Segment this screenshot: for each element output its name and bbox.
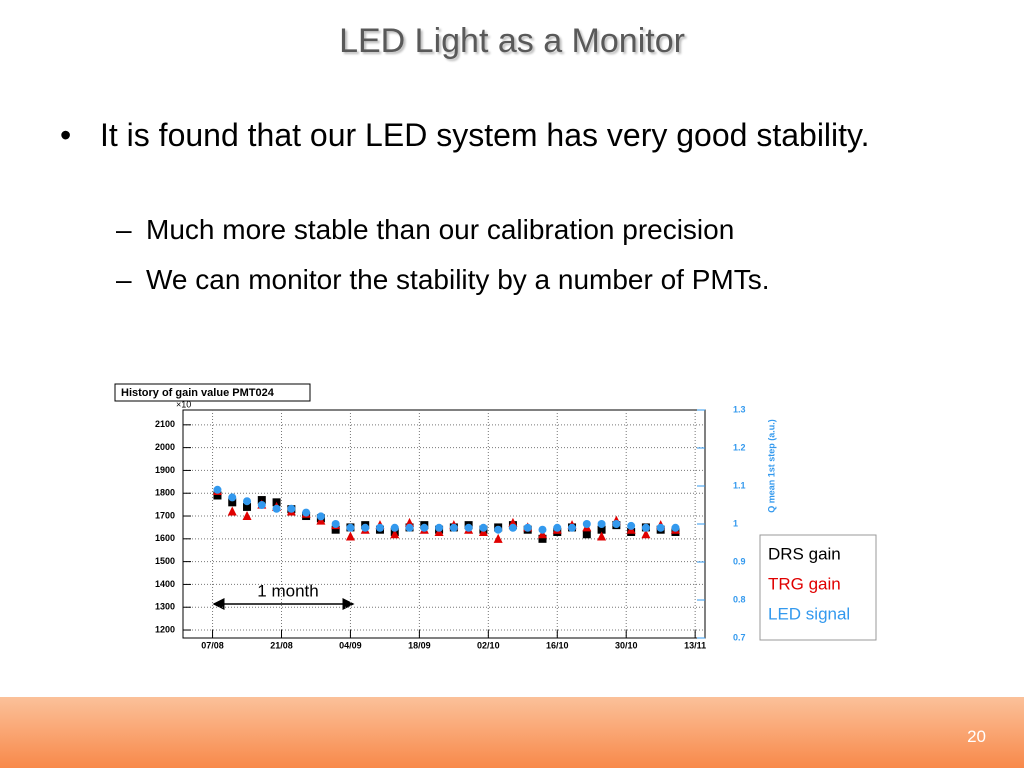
- sub-bullet-text: We can monitor the stability by a number…: [146, 264, 770, 295]
- x-tick-label: 16/10: [546, 640, 569, 650]
- data-point: [641, 523, 650, 532]
- y-tick-label: 1500: [155, 556, 175, 566]
- chart-title-box: [114, 383, 311, 402]
- data-point: [390, 529, 400, 539]
- data-point: [331, 520, 340, 528]
- data-point: [479, 523, 488, 532]
- sub-bullet-text: Much more stable than our calibration pr…: [146, 214, 735, 245]
- y-tick-label: 2100: [155, 419, 175, 429]
- data-point: [346, 523, 355, 532]
- data-point: [287, 504, 296, 513]
- data-point: [361, 523, 370, 532]
- y2-tick-label: 1.3: [733, 404, 746, 414]
- y-tick-label: 1300: [155, 602, 175, 612]
- x-tick-label: 02/10: [477, 640, 500, 650]
- y-tick-label: 1700: [155, 510, 175, 520]
- data-point: [345, 531, 355, 541]
- x-tick-label: 07/08: [201, 640, 224, 650]
- y-tick-label: 1800: [155, 488, 175, 498]
- data-point: [508, 523, 517, 532]
- x-tick-label: 13/11: [684, 640, 706, 650]
- legend-label: TRG gain: [768, 574, 841, 593]
- chart-title: History of gain value PMT024: [121, 387, 275, 399]
- y2-tick-label: 0.9: [733, 556, 746, 566]
- data-point: [641, 529, 651, 539]
- data-point: [375, 523, 384, 532]
- y-multiplier: ×10: [176, 399, 191, 409]
- sub-bullet-marker: –: [116, 264, 132, 295]
- y-tick-label: 2000: [155, 442, 175, 452]
- data-point: [627, 521, 636, 530]
- data-point: [228, 493, 237, 502]
- data-point: [257, 501, 266, 509]
- data-point: [553, 523, 562, 532]
- data-point: [435, 523, 444, 532]
- data-point: [494, 525, 503, 534]
- data-point: [228, 498, 237, 507]
- data-point: [537, 529, 547, 539]
- x-tick-label: 04/09: [339, 640, 362, 650]
- page-number: 20: [967, 727, 986, 746]
- footer-band: 20: [0, 697, 1024, 768]
- data-point: [227, 506, 237, 516]
- legend-box: [759, 534, 877, 641]
- x-tick-label: 21/08: [270, 640, 293, 650]
- bullet-text: It is found that our LED system has very…: [100, 117, 870, 153]
- y-tick-label: 1200: [155, 624, 175, 634]
- y2-tick-label: 0.8: [733, 594, 746, 604]
- sub-bullet: – We can monitor the stability by a numb…: [116, 264, 770, 296]
- data-point: [523, 523, 532, 532]
- y-tick-label: 1400: [155, 579, 175, 589]
- data-point: [582, 520, 591, 528]
- data-point: [597, 531, 607, 541]
- bullet: • It is found that our LED system has ve…: [60, 112, 910, 158]
- y-tick-label: 1900: [155, 465, 175, 475]
- data-point: [243, 497, 252, 506]
- data-point: [568, 523, 577, 532]
- data-point: [420, 523, 429, 532]
- data-point: [656, 523, 665, 532]
- data-point: [449, 523, 458, 532]
- bullet-marker: •: [60, 117, 72, 153]
- data-point: [390, 523, 399, 532]
- legend-label: DRS gain: [768, 544, 841, 563]
- y2-tick-label: 1: [733, 518, 738, 528]
- legend-label: LED signal: [768, 604, 850, 623]
- data-point: [272, 504, 281, 513]
- data-point: [213, 491, 222, 500]
- data-point: [597, 520, 606, 528]
- data-point: [316, 512, 325, 521]
- data-point: [243, 502, 252, 511]
- x-tick-label: 18/09: [408, 640, 431, 650]
- data-point: [331, 525, 340, 534]
- data-point: [493, 533, 503, 543]
- y2-tick-label: 0.7: [733, 632, 746, 642]
- data-point: [538, 534, 547, 543]
- slide-title: LED Light as a Monitor: [339, 22, 685, 60]
- data-point: [302, 508, 311, 517]
- data-point: [671, 523, 680, 532]
- x-tick-label: 30/10: [615, 640, 638, 650]
- y2-tick-label: 1.2: [733, 442, 746, 452]
- annotation: 1 month: [257, 581, 318, 600]
- y2-tick-label: 1.1: [733, 480, 746, 490]
- y2-axis-label: Q mean 1st step (a.u.): [766, 419, 776, 513]
- data-point: [597, 525, 606, 534]
- data-point: [582, 530, 591, 539]
- data-point: [538, 525, 547, 534]
- y-tick-label: 1600: [155, 533, 175, 543]
- data-point: [405, 523, 414, 532]
- chart: History of gain value PMT024 ×10 Q mean …: [114, 383, 877, 650]
- data-point: [464, 523, 473, 532]
- data-point: [242, 511, 252, 521]
- sub-bullet: – Much more stable than our calibration …: [116, 214, 734, 246]
- sub-bullet-marker: –: [116, 214, 132, 245]
- data-point: [213, 485, 222, 494]
- data-point: [612, 520, 621, 528]
